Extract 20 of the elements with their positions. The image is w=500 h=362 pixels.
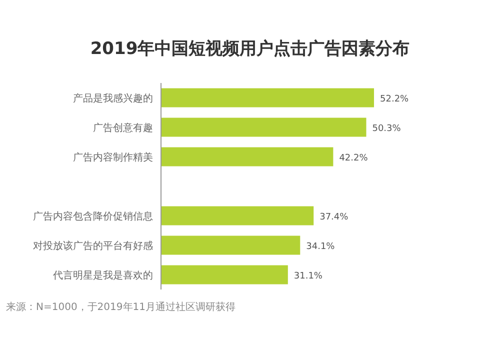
y-tick-label: 代言明星是我是喜欢的 [52, 269, 153, 282]
y-tick-label: 广告内容包含降价促销信息 [33, 210, 153, 222]
source-note: 来源：N=1000，于2019年11月通过社区调研获得 [6, 301, 236, 313]
data-label: 37.4% [320, 212, 349, 222]
chart-title: 2019年中国短视频用户点击广告因素分布 [90, 39, 410, 59]
data-label: 52.2% [380, 94, 410, 104]
y-tick-label: 对投放该广告的平台有好感 [33, 240, 153, 252]
data-label: 50.3% [372, 124, 402, 134]
data-label: 34.1% [306, 242, 336, 252]
y-tick-label: 广告创意有趣 [93, 122, 153, 134]
y-tick-label: 产品是我感兴趣的 [73, 92, 153, 104]
bar [161, 118, 366, 137]
data-label: 31.1% [294, 271, 323, 282]
bar [161, 147, 334, 166]
data-label: 42.2% [339, 153, 368, 164]
bar [161, 265, 288, 284]
bar [161, 236, 300, 255]
bar [161, 88, 374, 108]
bar [161, 206, 314, 226]
y-tick-label: 广告内容制作精美 [73, 151, 153, 164]
